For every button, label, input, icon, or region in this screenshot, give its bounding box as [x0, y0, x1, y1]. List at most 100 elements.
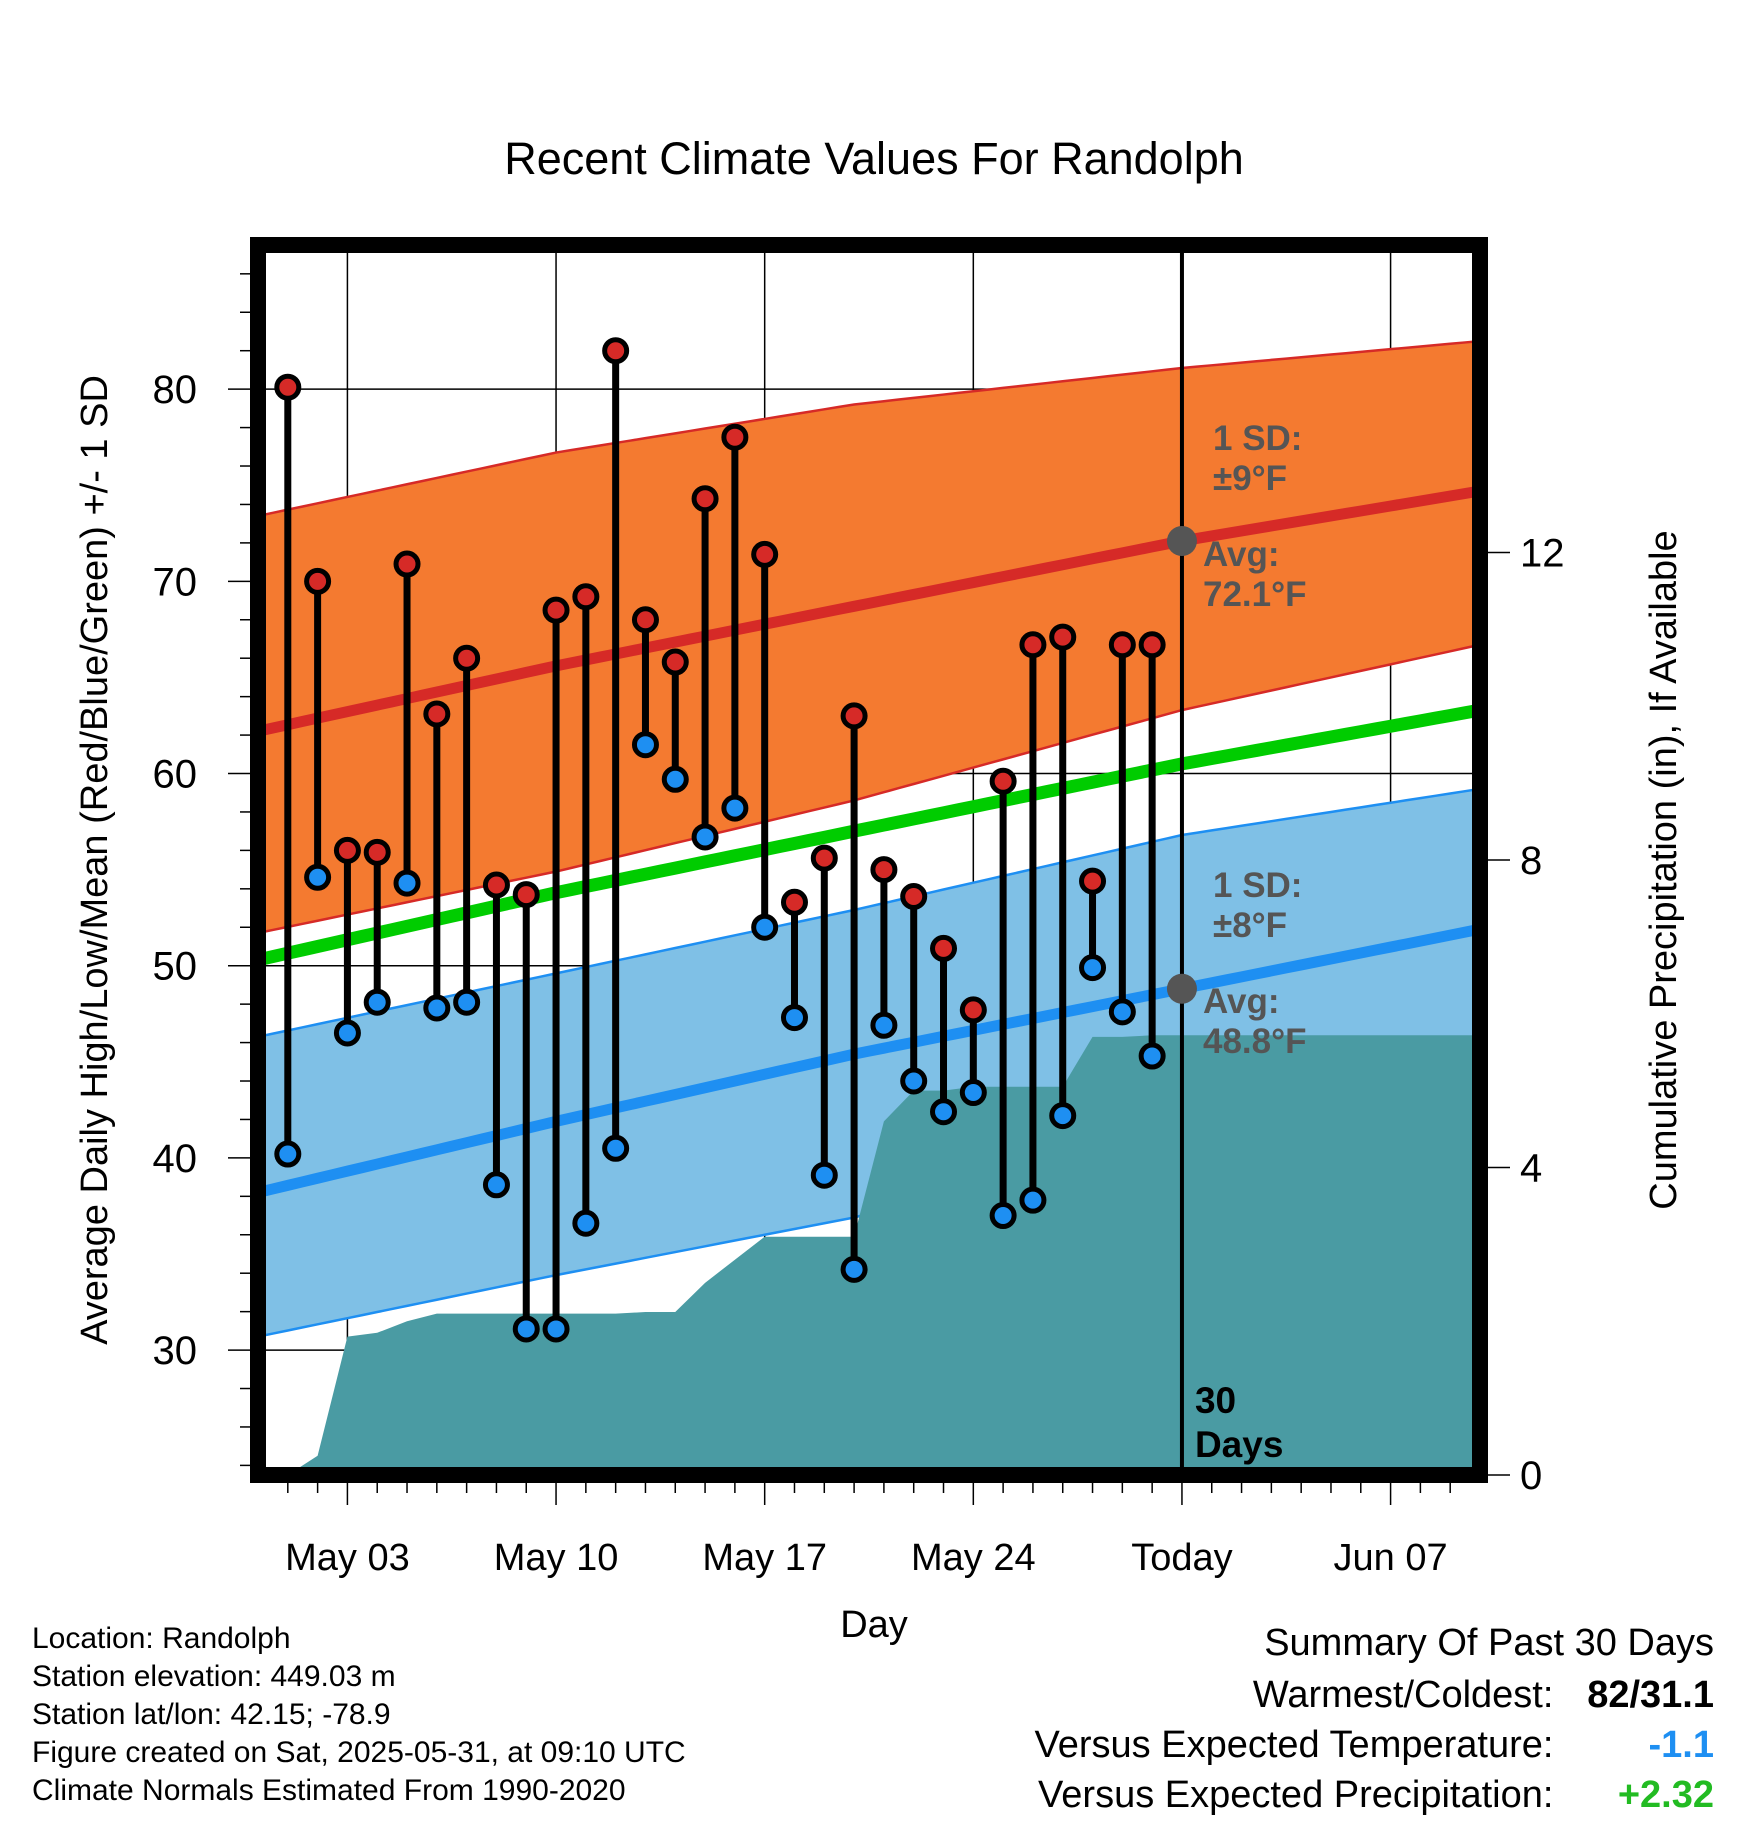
daily-high-point — [1079, 867, 1107, 895]
daily-high-point — [721, 423, 749, 451]
location-text: Location: Randolph — [32, 1622, 291, 1655]
daily-low-point — [304, 863, 332, 891]
axes — [228, 237, 1510, 1505]
summary-warmest-value: 82/31.1 — [1587, 1674, 1714, 1716]
y2-tick-label: 0 — [1520, 1454, 1542, 1498]
daily-high-point — [304, 567, 332, 595]
daily-low-point — [512, 1315, 540, 1343]
x-axis-label: Day — [840, 1604, 908, 1646]
daily-high-point — [1049, 623, 1077, 651]
daily-low-point — [631, 731, 659, 759]
summary-precip-row: Versus Expected Precipitation: +2.32 — [1038, 1774, 1714, 1817]
daily-low-point — [1138, 1042, 1166, 1070]
daily-low-point — [572, 1209, 600, 1237]
daily-high-point — [900, 883, 928, 911]
daily-low-point — [1049, 1102, 1077, 1130]
high-sd-upper-line — [257, 339, 1481, 518]
low-avg-annotation: 48.8°F — [1203, 1022, 1307, 1061]
daily-high-point — [482, 871, 510, 899]
daily-high-point — [363, 838, 391, 866]
daily-low-point — [930, 1098, 958, 1126]
chart-title: Recent Climate Values For Randolph — [504, 133, 1244, 184]
daily-low-point — [363, 988, 391, 1016]
daily-high-point — [453, 644, 481, 672]
y-tick-label: 70 — [153, 560, 198, 604]
high-sd-lower-line — [257, 643, 1481, 935]
daily-high-point — [810, 844, 838, 872]
high-avg-annotation: 72.1°F — [1203, 575, 1307, 614]
x-tick-label: Jun 07 — [1334, 1537, 1448, 1579]
y-tick-label: 30 — [153, 1329, 198, 1373]
daily-high-point — [930, 934, 958, 962]
avg-high-today-dot — [1166, 525, 1197, 556]
daily-low-point — [661, 765, 689, 793]
avg-mean-line — [256, 703, 1482, 967]
daily-high-point — [274, 373, 302, 401]
daily-low-point — [751, 913, 779, 941]
daily-high-point — [1019, 631, 1047, 659]
y2-tick-label: 8 — [1520, 839, 1542, 883]
axis-tick-labels: 30 40 50 60 70 80 0 4 8 12 May 03 May 10 May 17 May 2… — [153, 368, 1565, 1579]
daily-high-point — [423, 700, 451, 728]
daily-high-point — [691, 485, 719, 513]
daily-high-point — [1138, 631, 1166, 659]
daily-low-point — [691, 823, 719, 851]
daily-low-point — [1019, 1186, 1047, 1214]
y-tick-label: 80 — [153, 368, 198, 412]
daily-high-point — [751, 540, 779, 568]
high-sd-band — [258, 341, 1480, 934]
daily-low-point — [393, 869, 421, 897]
daily-low-point — [453, 988, 481, 1016]
daily-high-point — [870, 856, 898, 884]
low-sd-annotation: 1 SD: — [1213, 866, 1302, 905]
daily-high-point — [602, 337, 630, 365]
x-tick-label: May 03 — [285, 1537, 410, 1579]
summary-title: Summary Of Past 30 Days — [1264, 1622, 1714, 1664]
daily-low-point — [989, 1202, 1017, 1230]
daily-range-bars — [274, 337, 1166, 1343]
summary-warmest-row: Warmest/Coldest: 82/31.1 — [1253, 1674, 1714, 1717]
latlon-text: Station lat/lon: 42.15; -78.9 — [32, 1698, 391, 1731]
daily-high-point — [631, 606, 659, 634]
daily-low-point — [274, 1140, 302, 1168]
daily-low-point — [721, 794, 749, 822]
y-tick-label: 40 — [153, 1137, 198, 1181]
daily-high-point — [542, 596, 570, 624]
created-text: Figure created on Sat, 2025-05-31, at 09… — [32, 1736, 686, 1769]
daily-high-point — [393, 550, 421, 578]
low-sd-annotation: ±8°F — [1213, 906, 1287, 945]
daily-low-point — [423, 994, 451, 1022]
station-info: Location: Randolph Station elevation: 44… — [32, 1620, 686, 1810]
normals-text: Climate Normals Estimated From 1990-2020 — [32, 1774, 626, 1807]
daily-high-point — [989, 767, 1017, 795]
daily-low-point — [333, 1019, 361, 1047]
y2-tick-label: 12 — [1520, 532, 1565, 576]
y-axis-label: Average Daily High/Low/Mean (Red/Blue/Gr… — [74, 375, 116, 1345]
summary-precip-value: +2.32 — [1617, 1774, 1714, 1816]
summary-temp-label: Versus Expected Temperature: — [1034, 1724, 1554, 1766]
y-tick-label: 60 — [153, 753, 198, 797]
summary-temp-row: Versus Expected Temperature: -1.1 — [1035, 1724, 1714, 1767]
low-avg-annotation: Avg: — [1203, 982, 1279, 1021]
daily-low-point — [602, 1134, 630, 1162]
plot-frame — [250, 237, 1488, 1483]
daily-low-point — [780, 1004, 808, 1032]
daily-high-point — [959, 996, 987, 1024]
summary-temp-value: -1.1 — [1648, 1724, 1714, 1766]
daily-low-point — [542, 1315, 570, 1343]
daily-high-point — [780, 888, 808, 916]
x-tick-label: Today — [1131, 1537, 1232, 1579]
y2-axis-label: Cumulative Precipitation (in), If Availa… — [1643, 530, 1685, 1209]
avg-high-line — [256, 485, 1481, 737]
daily-low-point — [870, 1011, 898, 1039]
high-sd-annotation: 1 SD: — [1213, 419, 1302, 458]
daily-low-point — [1108, 998, 1136, 1026]
low-sd-band — [258, 788, 1480, 1337]
elevation-text: Station elevation: 449.03 m — [32, 1660, 396, 1693]
y2-tick-label: 4 — [1520, 1147, 1542, 1191]
daily-low-point — [840, 1255, 868, 1283]
y-tick-label: 50 — [153, 945, 198, 989]
